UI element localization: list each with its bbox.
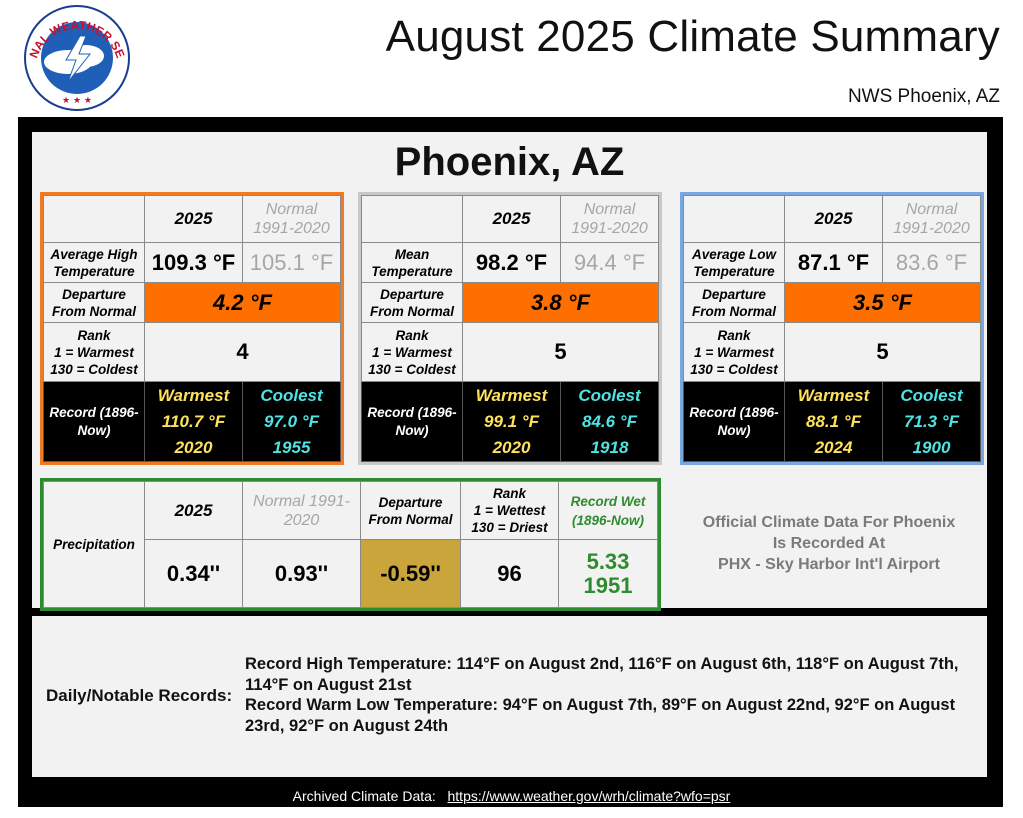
precip-departure-header: Departure From Normal bbox=[360, 481, 461, 540]
rank-value: 5 bbox=[462, 322, 659, 382]
year-header: 2025 bbox=[462, 195, 561, 243]
departure-value: 3.8 °F bbox=[462, 282, 659, 323]
departure-label: Departure From Normal bbox=[43, 282, 145, 323]
record-coolest: Coolest 97.0 °F 1955 bbox=[242, 381, 341, 462]
record-label: Record (1896- Now) bbox=[683, 381, 785, 462]
official-station-note: Official Climate Data For Phoenix Is Rec… bbox=[702, 514, 956, 573]
year-header: 2025 bbox=[144, 195, 243, 243]
record-warmest: Warmest 110.7 °F 2020 bbox=[144, 381, 243, 462]
normal-header: Normal 1991-2020 bbox=[882, 195, 981, 243]
departure-value: 4.2 °F bbox=[144, 282, 341, 323]
record-high-line: Record High Temperature: 114°F on August… bbox=[245, 655, 959, 694]
precip-departure: -0.59'' bbox=[360, 539, 461, 608]
record-warmest: Warmest 99.1 °F 2020 bbox=[462, 381, 561, 462]
metric-label: Average Low Temperature bbox=[683, 242, 785, 283]
precip-row-label: Precipitation bbox=[43, 481, 145, 608]
precip-normal-header: Normal 1991- 2020 bbox=[242, 481, 361, 540]
metric-label: Average High Temperature bbox=[43, 242, 145, 283]
svg-text:★ ★ ★: ★ ★ ★ bbox=[62, 96, 92, 106]
rank-label: Rank 1 = Warmest 130 = Coldest bbox=[43, 322, 145, 382]
precip-rank: 96 bbox=[460, 539, 559, 608]
normal-header: Normal 1991-2020 bbox=[242, 195, 341, 243]
precip-record-header: Record Wet (1896-Now) bbox=[558, 481, 658, 540]
corner-cell bbox=[683, 195, 785, 243]
precip-rank-header: Rank 1 = Wettest 130 = Driest bbox=[460, 481, 559, 540]
record-label: Record (1896- Now) bbox=[43, 381, 145, 462]
daily-records-panel bbox=[32, 616, 987, 777]
corner-cell bbox=[361, 195, 463, 243]
rank-value: 4 bbox=[144, 322, 341, 382]
page-subtitle: NWS Phoenix, AZ bbox=[847, 86, 1000, 107]
archive-link[interactable]: https://www.weather.gov/wrh/climate?wfo=… bbox=[447, 788, 731, 804]
temp-value: 98.2 °F bbox=[462, 242, 561, 283]
departure-label: Departure From Normal bbox=[361, 282, 463, 323]
departure-label: Departure From Normal bbox=[683, 282, 785, 323]
precip-year-header: 2025 bbox=[144, 481, 243, 540]
temp-value: 87.1 °F bbox=[784, 242, 883, 283]
record-label: Record (1896- Now) bbox=[361, 381, 463, 462]
archive-label: Archived Climate Data: bbox=[292, 788, 436, 804]
record-coolest: Coolest 84.6 °F 1918 bbox=[560, 381, 659, 462]
corner-cell bbox=[43, 195, 145, 243]
precipitation-table: Precipitation 2025 Normal 1991- 2020 Depa… bbox=[40, 478, 661, 611]
year-header: 2025 bbox=[784, 195, 883, 243]
page-title: August 2025 Climate Summary bbox=[385, 12, 1000, 61]
temp-value: 109.3 °F bbox=[144, 242, 243, 283]
daily-records-text: Record High Temperature: 114°F on August… bbox=[245, 654, 975, 736]
avg-low-table: 2025 Normal 1991-2020 Average Low Temperat… bbox=[680, 192, 984, 465]
metric-label: Mean Temperature bbox=[361, 242, 463, 283]
daily-records-label: Daily/Notable Records: bbox=[46, 686, 233, 705]
rank-label: Rank 1 = Warmest 130 = Coldest bbox=[683, 322, 785, 382]
departure-value: 3.5 °F bbox=[784, 282, 981, 323]
temp-normal: 105.1 °F bbox=[242, 242, 341, 283]
record-warm-low-line: Record Warm Low Temperature: 94°F on Aug… bbox=[245, 696, 956, 735]
rank-label: Rank 1 = Warmest 130 = Coldest bbox=[361, 322, 463, 382]
precip-record-wet: 5.33 1951 bbox=[558, 539, 658, 608]
temp-normal: 94.4 °F bbox=[560, 242, 659, 283]
record-warmest: Warmest 88.1 °F 2024 bbox=[784, 381, 883, 462]
nws-logo: NATIONAL WEATHER SERVICE ★ ★ ★ bbox=[18, 0, 130, 111]
rank-value: 5 bbox=[784, 322, 981, 382]
temp-normal: 83.6 °F bbox=[882, 242, 981, 283]
precip-value: 0.34'' bbox=[144, 539, 243, 608]
avg-high-table: 2025 Normal 1991-2020 Average High Tempera… bbox=[40, 192, 344, 465]
city-heading: Phoenix, AZ bbox=[394, 140, 625, 184]
normal-header: Normal 1991-2020 bbox=[560, 195, 659, 243]
archive-footer: Archived Climate Data: https://www.weath… bbox=[0, 788, 1023, 804]
precip-normal: 0.93'' bbox=[242, 539, 361, 608]
record-coolest: Coolest 71.3 °F 1900 bbox=[882, 381, 981, 462]
mean-temp-table: 2025 Normal 1991-2020 Mean Temperature 98.… bbox=[358, 192, 662, 465]
